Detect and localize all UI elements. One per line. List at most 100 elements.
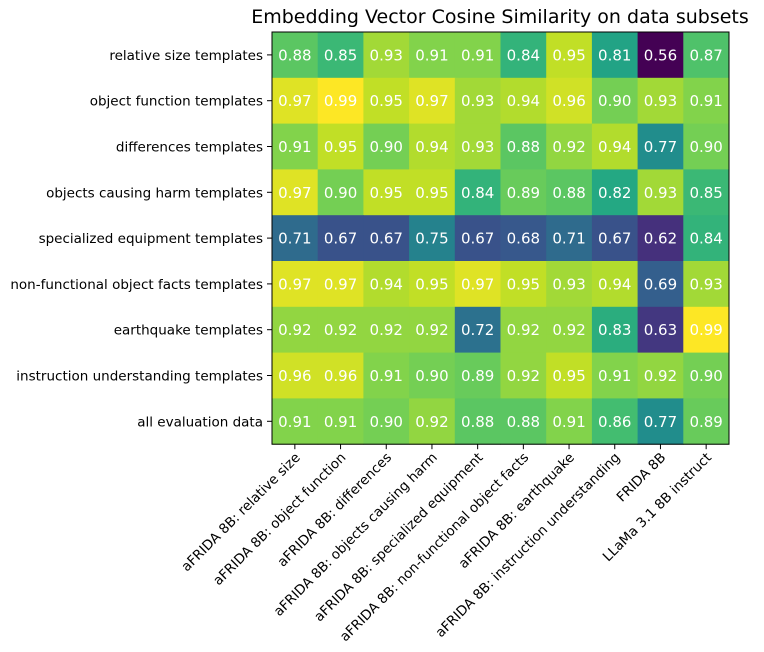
heatmap-cell-value: 0.92 bbox=[644, 367, 677, 385]
y-tick-label: earthquake templates bbox=[114, 323, 263, 339]
heatmap-cell-value: 0.92 bbox=[507, 321, 540, 339]
heatmap-cell-value: 0.93 bbox=[370, 46, 403, 64]
heatmap-cell bbox=[317, 123, 364, 170]
heatmap-cell-value: 0.94 bbox=[598, 138, 631, 156]
heatmap-cell bbox=[500, 261, 547, 308]
heatmap-cell bbox=[637, 306, 684, 354]
heatmap-cell-value: 0.97 bbox=[461, 275, 494, 293]
heatmap-cell-value: 0.88 bbox=[552, 184, 585, 202]
heatmap-cell bbox=[409, 77, 456, 125]
heatmap-cell bbox=[500, 77, 547, 125]
heatmap-cell bbox=[546, 398, 593, 445]
heatmap-cell bbox=[454, 169, 501, 216]
heatmap-cell-value: 0.93 bbox=[644, 184, 677, 202]
heatmap-cell-value: 0.91 bbox=[370, 367, 403, 385]
heatmap-cell-value: 0.92 bbox=[278, 321, 311, 339]
heatmap-cell bbox=[637, 352, 684, 399]
heatmap-cell-value: 0.99 bbox=[324, 92, 357, 110]
heatmap-cell-value: 0.71 bbox=[552, 230, 585, 248]
heatmap-cell bbox=[500, 215, 547, 262]
heatmap-cell bbox=[454, 352, 501, 399]
heatmap-cell bbox=[683, 261, 730, 308]
heatmap-cell-value: 0.89 bbox=[461, 367, 494, 385]
heatmap-cell bbox=[454, 306, 501, 354]
heatmap-cell-value: 0.88 bbox=[507, 138, 540, 156]
heatmap-cell-value: 0.94 bbox=[415, 138, 448, 156]
heatmap-cell bbox=[683, 32, 730, 79]
heatmap-cell-value: 0.95 bbox=[370, 92, 403, 110]
heatmap-cell bbox=[546, 123, 593, 170]
heatmap-cell bbox=[409, 215, 456, 262]
heatmap-cell bbox=[454, 398, 501, 445]
heatmap-cell bbox=[637, 123, 684, 170]
heatmap-cell-value: 0.93 bbox=[461, 92, 494, 110]
y-tick-label: relative size templates bbox=[109, 48, 263, 64]
heatmap-cell-value: 0.67 bbox=[324, 230, 357, 248]
heatmap-cell bbox=[683, 306, 730, 354]
heatmap-cell-value: 0.67 bbox=[598, 230, 631, 248]
heatmap-cell-labels: 0.88 0.85 0.93 0.91 0.91 0.84 0.95 0.81 0.56 0.87… bbox=[278, 46, 723, 430]
heatmap-cell-value: 0.92 bbox=[552, 138, 585, 156]
heatmap-cell bbox=[454, 261, 501, 308]
y-tick-label: differences templates bbox=[116, 140, 263, 156]
heatmap-cell-value: 0.93 bbox=[461, 138, 494, 156]
heatmap-cell-value: 0.89 bbox=[689, 413, 722, 431]
heatmap-cell-value: 0.67 bbox=[370, 230, 403, 248]
heatmap-cell bbox=[409, 352, 456, 399]
heatmap-cell-value: 0.90 bbox=[324, 184, 357, 202]
heatmap-cell bbox=[409, 398, 456, 445]
heatmap-cell bbox=[272, 32, 319, 79]
heatmap-cell-value: 0.91 bbox=[415, 46, 448, 64]
heatmap-cell bbox=[683, 123, 730, 170]
heatmap-cell bbox=[500, 306, 547, 354]
heatmap-cell bbox=[409, 169, 456, 216]
heatmap-cell bbox=[637, 32, 684, 79]
y-tick-label: specialized equipment templates bbox=[39, 231, 263, 247]
heatmap-cell bbox=[500, 32, 547, 79]
heatmap-cell-value: 0.93 bbox=[552, 275, 585, 293]
heatmap-cell-value: 0.99 bbox=[689, 321, 722, 339]
heatmap-cell-value: 0.90 bbox=[370, 138, 403, 156]
heatmap-cell bbox=[637, 77, 684, 125]
heatmap-cell-value: 0.56 bbox=[644, 46, 677, 64]
heatmap-cell-value: 0.90 bbox=[598, 92, 631, 110]
heatmap-cell bbox=[272, 123, 319, 170]
heatmap-cell-value: 0.97 bbox=[278, 184, 311, 202]
heatmap-cell-value: 0.95 bbox=[415, 275, 448, 293]
heatmap-cell-value: 0.92 bbox=[507, 367, 540, 385]
heatmap-cell-value: 0.84 bbox=[689, 230, 722, 248]
heatmap-cell bbox=[272, 306, 319, 354]
heatmap-cell bbox=[409, 123, 456, 170]
heatmap-cell-value: 0.84 bbox=[507, 46, 540, 64]
heatmap-cell bbox=[637, 398, 684, 445]
heatmap-cell bbox=[454, 123, 501, 170]
heatmap-cell bbox=[363, 215, 410, 262]
heatmap-cell-value: 0.96 bbox=[324, 367, 357, 385]
heatmap-cell bbox=[591, 306, 639, 354]
heatmap-cell-value: 0.94 bbox=[507, 92, 540, 110]
heatmap-cell bbox=[409, 261, 456, 308]
heatmap-cell bbox=[683, 215, 730, 262]
heatmap-cell-value: 0.91 bbox=[552, 413, 585, 431]
heatmap-cell-value: 0.68 bbox=[507, 230, 540, 248]
heatmap-cell bbox=[591, 215, 639, 262]
heatmap-cell-value: 0.90 bbox=[370, 413, 403, 431]
heatmap-cell-value: 0.95 bbox=[552, 367, 585, 385]
heatmap-cell bbox=[409, 306, 456, 354]
heatmap-cell-value: 0.85 bbox=[324, 46, 357, 64]
heatmap-cell-value: 0.75 bbox=[415, 230, 448, 248]
heatmap-cell-value: 0.97 bbox=[415, 92, 448, 110]
heatmap-cell bbox=[317, 215, 364, 262]
heatmap-cell-value: 0.72 bbox=[461, 321, 494, 339]
heatmap-cell bbox=[683, 352, 730, 399]
heatmap-cell-value: 0.95 bbox=[324, 138, 357, 156]
heatmap-cell-value: 0.92 bbox=[415, 413, 448, 431]
heatmap-cell bbox=[272, 352, 319, 399]
heatmap-cell bbox=[546, 261, 593, 308]
heatmap-cell-value: 0.96 bbox=[278, 367, 311, 385]
heatmap-cell-value: 0.95 bbox=[507, 275, 540, 293]
heatmap-cell bbox=[454, 77, 501, 125]
heatmap-cell bbox=[500, 398, 547, 445]
heatmap-cell bbox=[683, 169, 730, 216]
